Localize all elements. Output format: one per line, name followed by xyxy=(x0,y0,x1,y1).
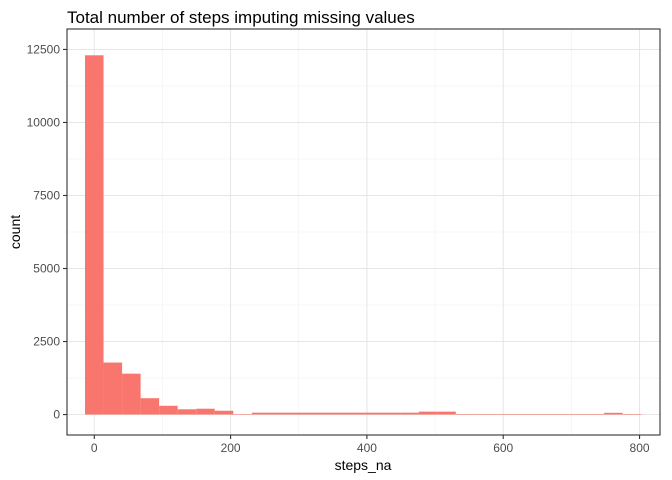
y-tick-label: 0 xyxy=(53,408,60,422)
histogram-bars xyxy=(84,55,642,415)
x-tick-label: 600 xyxy=(493,441,513,455)
histogram-bar xyxy=(177,409,197,415)
histogram-bar xyxy=(103,362,123,415)
y-tick-label: 12500 xyxy=(27,42,61,56)
histogram-bar xyxy=(622,413,642,415)
x-tick-label: 800 xyxy=(630,441,650,455)
panel-border xyxy=(66,28,661,436)
histogram-bar xyxy=(307,412,327,415)
histogram-bar xyxy=(122,373,141,415)
histogram-bar xyxy=(604,412,623,415)
histogram-bar xyxy=(492,413,512,415)
histogram-bar xyxy=(418,411,438,415)
y-tick-label: 7500 xyxy=(33,188,60,202)
x-axis: 0 200 400 600 800 xyxy=(91,435,650,455)
y-tick-label: 10000 xyxy=(27,115,61,129)
histogram-bar xyxy=(474,413,493,415)
histogram-bar xyxy=(548,413,568,415)
histogram-bar xyxy=(567,413,586,415)
y-tick-label: 5000 xyxy=(33,262,60,276)
chart-title: Total number of steps imputing missing v… xyxy=(67,8,415,27)
histogram-bar xyxy=(159,405,178,415)
x-axis-title: steps_na xyxy=(335,457,392,473)
minor-gridlines xyxy=(67,29,660,435)
histogram-bar xyxy=(381,412,401,415)
histogram-bar xyxy=(84,55,104,415)
histogram-bar xyxy=(251,412,271,415)
histogram-bar xyxy=(529,413,549,415)
histogram-bar xyxy=(363,412,382,415)
histogram-bar xyxy=(326,412,345,415)
histogram-bar xyxy=(437,411,456,415)
histogram-bar xyxy=(233,414,252,415)
histogram-bar xyxy=(288,412,308,415)
histogram-bar xyxy=(585,413,605,415)
x-tick-label: 400 xyxy=(357,441,377,455)
plot-panel xyxy=(66,28,661,436)
y-axis-title: count xyxy=(7,215,23,249)
histogram-bar xyxy=(140,398,160,415)
y-tick-label: 2500 xyxy=(33,335,60,349)
histogram-bar xyxy=(270,412,289,415)
histogram-bar xyxy=(511,413,530,415)
histogram-bar xyxy=(400,412,419,415)
x-tick-label: 200 xyxy=(221,441,241,455)
y-axis: 0 2500 5000 7500 10000 12500 xyxy=(27,42,67,422)
histogram-bar xyxy=(196,408,215,415)
x-tick-label: 0 xyxy=(91,441,98,455)
histogram-bar xyxy=(344,412,364,415)
histogram-bar xyxy=(214,410,234,415)
histogram-bar xyxy=(455,413,475,415)
